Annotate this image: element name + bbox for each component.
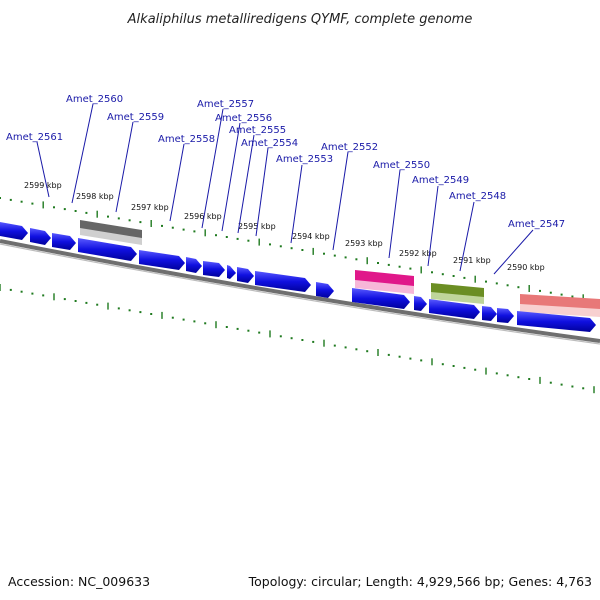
leader-line bbox=[427, 185, 439, 267]
leader-line bbox=[237, 134, 255, 234]
kbp-label: 2597 kbp bbox=[131, 203, 169, 212]
kbp-label: 2592 kbp bbox=[399, 249, 437, 258]
leader-line bbox=[71, 103, 94, 204]
feature-gray[interactable] bbox=[80, 220, 142, 245]
leader-line bbox=[255, 147, 269, 237]
accession-text: Accession: NC_009633 bbox=[8, 574, 150, 589]
gene-labels: Amet_2561 Amet_2560 Amet_2559 Amet_2558 … bbox=[6, 94, 565, 230]
gene-label[interactable]: Amet_2559 bbox=[107, 112, 164, 123]
cds-arrow[interactable] bbox=[352, 288, 410, 309]
cds-arrow[interactable] bbox=[255, 271, 311, 292]
cds-arrow[interactable] bbox=[52, 233, 76, 250]
gene-label[interactable]: Amet_2555 bbox=[229, 125, 286, 136]
kbp-label: 2594 kbp bbox=[292, 232, 330, 241]
gene-label[interactable]: Amet_2561 bbox=[6, 132, 63, 143]
cds-arrow[interactable] bbox=[497, 308, 514, 323]
leader-line bbox=[493, 229, 534, 275]
kbp-label: 2599 kbp bbox=[24, 181, 62, 190]
cds-arrow[interactable] bbox=[203, 261, 225, 277]
gene-label[interactable]: Amet_2547 bbox=[508, 219, 565, 230]
genome-backbone bbox=[0, 239, 600, 343]
kbp-label: 2598 kbp bbox=[76, 192, 114, 201]
leader-line bbox=[290, 164, 303, 244]
leader-line bbox=[115, 121, 134, 213]
kbp-label: 2591 kbp bbox=[453, 256, 491, 265]
leader-line bbox=[169, 143, 185, 222]
gene-label[interactable]: Amet_2560 bbox=[66, 94, 123, 105]
cds-arrow[interactable] bbox=[139, 250, 185, 270]
cds-arrow[interactable] bbox=[429, 299, 480, 319]
cds-arrow[interactable] bbox=[414, 296, 427, 311]
scale-upper bbox=[0, 197, 595, 302]
cds-arrow[interactable] bbox=[30, 228, 51, 245]
gene-label[interactable]: Amet_2556 bbox=[215, 113, 272, 124]
map-title: Alkaliphilus metalliredigens QYMF, compl… bbox=[127, 12, 473, 27]
kbp-label: 2593 kbp bbox=[345, 239, 383, 248]
leader-line bbox=[459, 201, 475, 272]
leader-line bbox=[201, 108, 224, 229]
cds-arrow[interactable] bbox=[186, 257, 202, 273]
feature-magenta[interactable] bbox=[355, 270, 414, 294]
leader-line bbox=[332, 151, 349, 251]
gene-label[interactable]: Amet_2553 bbox=[276, 154, 333, 165]
gene-label[interactable]: Amet_2552 bbox=[321, 142, 378, 153]
cds-arrow[interactable] bbox=[237, 267, 254, 283]
gene-label[interactable]: Amet_2557 bbox=[197, 99, 254, 110]
leader-line bbox=[36, 141, 50, 198]
cds-arrow[interactable] bbox=[78, 238, 137, 261]
cds-arrow[interactable] bbox=[482, 306, 497, 321]
leader-line bbox=[388, 169, 401, 259]
genome-summary-text: Topology: circular; Length: 4,929,566 bp… bbox=[248, 574, 592, 589]
scale-lower bbox=[0, 284, 595, 394]
gene-label[interactable]: Amet_2558 bbox=[158, 134, 215, 145]
kbp-label: 2590 kbp bbox=[507, 263, 545, 272]
genome-backbone-shadow bbox=[0, 243, 600, 345]
cds-arrow[interactable] bbox=[227, 265, 236, 279]
leader-line bbox=[221, 122, 241, 232]
feature-olive[interactable] bbox=[431, 283, 484, 304]
gene-label[interactable]: Amet_2550 bbox=[373, 160, 430, 171]
gene-label[interactable]: Amet_2549 bbox=[412, 175, 469, 186]
cds-arrow[interactable] bbox=[0, 222, 28, 240]
cds-arrow[interactable] bbox=[517, 311, 596, 332]
highlight-features bbox=[80, 220, 600, 317]
kbp-label: 2596 kbp bbox=[184, 212, 222, 221]
cds-arrow[interactable] bbox=[316, 282, 334, 298]
gene-label[interactable]: Amet_2548 bbox=[449, 191, 506, 202]
gene-label[interactable]: Amet_2554 bbox=[241, 138, 298, 149]
gene-leader-lines bbox=[36, 103, 534, 275]
cds-arrows bbox=[0, 222, 596, 332]
